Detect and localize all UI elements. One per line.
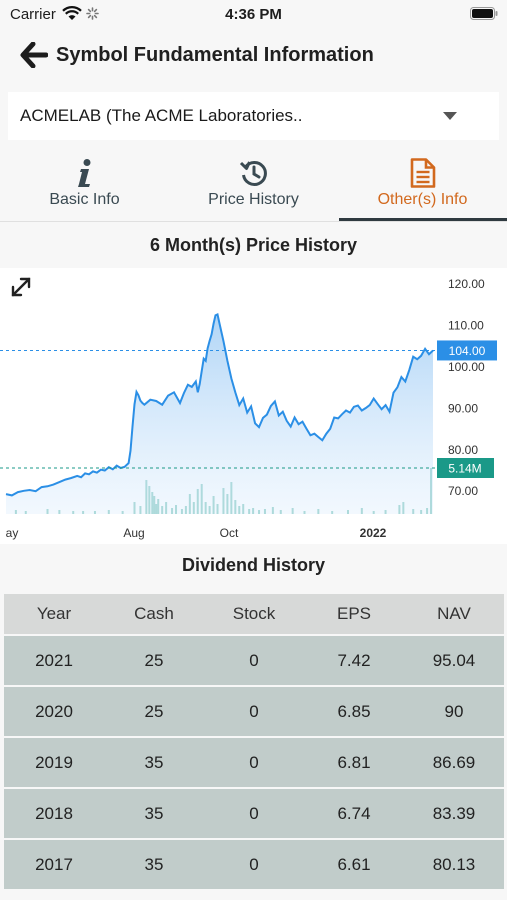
tab-label: Price History [208,191,299,208]
tab-divider [0,221,507,222]
wifi-icon [62,6,82,26]
column-header-nav: NAV [437,604,471,623]
cell-stock: 0 [249,753,259,772]
battery-icon [470,7,498,20]
x-tick-label: 2022 [360,526,387,540]
column-header-stock: Stock [232,604,276,623]
cell-year: 2019 [35,753,73,772]
cell-cash: 25 [144,702,164,721]
cell-year: 2017 [35,855,73,874]
price-chart[interactable]: 120.00 110.00 100.00 90.00 80.00 70.00 104.00 5… [0,268,507,544]
header: Symbol Fundamental Information [0,36,507,76]
info-icon [77,159,90,187]
table-row: 2020 25 0 6.85 90 [4,687,504,736]
tab-bar: Basic Info Price History Other(s) Info [0,150,507,220]
tab-label: Basic Info [49,191,120,208]
cell-stock: 0 [249,855,259,874]
tab-label: Other(s) Info [377,191,468,208]
table-header-row: Year Cash Stock EPS NAV [4,594,504,634]
history-icon [239,160,267,186]
document-icon [410,158,435,188]
cell-cash: 35 [144,855,164,874]
cell-nav: 83.39 [432,804,476,823]
column-header-cash: Cash [134,604,174,623]
last-volume-badge [437,458,494,478]
carrier-label: Carrier [10,6,56,23]
tab-basic-info[interactable]: Basic Info [0,150,169,220]
cell-year: 2018 [35,804,73,823]
table-row: 2019 35 0 6.81 86.69 [4,738,504,787]
cell-eps: 6.81 [337,753,371,772]
cell-eps: 6.61 [337,855,371,874]
dividend-table: Year Cash Stock EPS NAV 2021 25 0 7.42 9… [4,594,504,889]
y-tick-label: 70.00 [448,484,478,498]
y-tick-label: 110.00 [448,319,484,333]
cell-nav: 95.04 [432,651,476,670]
page-title: Symbol Fundamental Information [56,44,374,66]
expand-icon[interactable] [10,276,32,303]
active-tab-indicator [339,218,507,221]
cell-year: 2021 [35,651,73,670]
table-row: 2017 35 0 6.61 80.13 [4,840,504,889]
x-tick-label: Aug [123,526,144,540]
activity-spinner-icon [86,7,99,25]
cell-nav: 86.69 [432,753,476,772]
chevron-down-icon[interactable] [443,112,457,120]
cell-cash: 35 [144,804,164,823]
table-row: 2021 25 0 7.42 95.04 [4,636,504,685]
column-header-year: Year [36,604,72,623]
column-header-eps: EPS [336,604,372,623]
cell-eps: 7.42 [337,651,371,670]
cell-cash: 25 [144,651,164,670]
tab-others-info[interactable]: Other(s) Info [338,150,507,220]
cell-cash: 35 [144,753,164,772]
price-history-title: 6 Month(s) Price History [149,235,358,255]
y-tick-label: 90.00 [448,401,478,415]
status-bar: Carrier 4:36 PM [0,0,507,30]
price-area [6,314,433,514]
y-tick-label: 100.00 [448,360,485,374]
cell-year: 2020 [35,702,73,721]
symbol-select-value: ACMELAB (The ACME Laboratories.. [20,106,303,125]
x-tick-label: Oct [220,526,239,540]
x-tick-label: ay [6,526,19,540]
last-volume-label: 5.14M [448,462,481,476]
y-tick-label: 120.00 [448,277,485,291]
cell-eps: 6.74 [337,804,371,823]
symbol-select[interactable]: ACMELAB (The ACME Laboratories.. [8,92,499,140]
table-row: 2018 35 0 6.74 83.39 [4,789,504,838]
y-tick-label: 80.00 [448,443,478,457]
cell-nav: 90 [444,702,464,721]
dividend-history-title: Dividend History [181,555,326,575]
status-time: 4:36 PM [225,6,282,23]
tab-price-history[interactable]: Price History [169,150,338,220]
cell-stock: 0 [249,651,259,670]
cell-nav: 80.13 [432,855,476,874]
cell-stock: 0 [249,702,259,721]
price-chart-canvas: 120.00 110.00 100.00 90.00 80.00 70.00 104.00 5… [0,277,497,540]
price-line [5,312,434,497]
cell-eps: 6.85 [337,702,371,721]
back-arrow-icon[interactable] [20,41,49,73]
cell-stock: 0 [249,804,259,823]
last-price-label: 104.00 [449,344,486,358]
last-price-badge [437,340,497,361]
